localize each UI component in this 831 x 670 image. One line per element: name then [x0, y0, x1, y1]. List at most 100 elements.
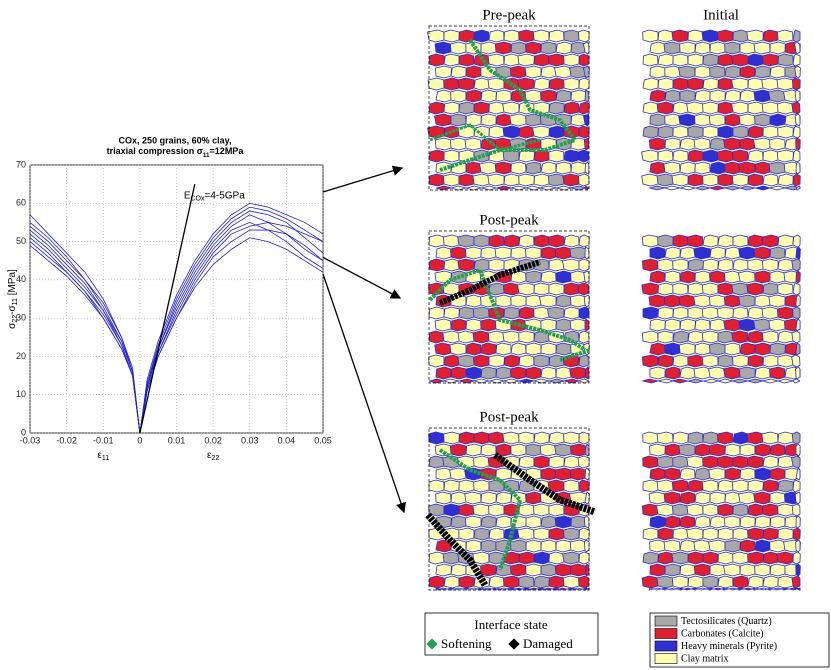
grain: [795, 467, 801, 481]
grain: [548, 258, 565, 272]
grain: [777, 125, 794, 139]
grain: [664, 270, 681, 284]
grain: [518, 455, 535, 469]
grain: [702, 431, 719, 445]
grain: [663, 161, 681, 175]
grain: [792, 551, 801, 565]
grain: [717, 378, 734, 384]
grain: [738, 294, 756, 308]
grain: [776, 77, 794, 91]
grain: [517, 53, 535, 67]
grain: [687, 330, 704, 344]
grain: [464, 491, 482, 505]
grain: [672, 234, 689, 248]
grain: [794, 491, 801, 505]
grain: [657, 29, 674, 43]
grain: [762, 455, 779, 469]
grain: [428, 575, 445, 589]
grain: [525, 539, 542, 553]
grain: [754, 294, 771, 308]
grain: [584, 491, 590, 505]
grain: [548, 77, 565, 91]
grain: [753, 41, 771, 55]
grain: [732, 503, 749, 517]
grain: [768, 89, 786, 103]
grain: [694, 467, 711, 481]
grain: [458, 527, 475, 541]
grain: [548, 575, 565, 589]
grain: [717, 503, 734, 517]
grain: [702, 551, 719, 565]
legend-label: Clay matrix: [681, 653, 729, 664]
grain: [747, 258, 764, 272]
grain: [487, 53, 505, 67]
grain: [642, 479, 659, 493]
grain: [428, 101, 445, 115]
grain: [708, 113, 726, 127]
grain: [539, 294, 557, 308]
grain: [450, 318, 467, 332]
grain: [762, 29, 779, 43]
grain: [693, 563, 711, 577]
grain: [548, 503, 565, 517]
grain: [533, 282, 550, 296]
grain: [761, 431, 779, 445]
grain: [525, 270, 542, 284]
grain: [488, 378, 505, 384]
grain: [473, 431, 490, 445]
grain: [518, 306, 535, 320]
grain: [533, 527, 550, 541]
grain: [584, 246, 590, 260]
grain: [428, 258, 445, 272]
grain: [473, 479, 490, 493]
grain: [494, 161, 512, 175]
grain: [769, 65, 786, 79]
grain: [465, 89, 482, 103]
grain: [488, 29, 505, 43]
grain: [657, 258, 674, 272]
grain: [563, 306, 580, 320]
grain: [795, 366, 801, 380]
grain: [768, 318, 786, 332]
grain: [578, 258, 590, 272]
grain: [649, 443, 666, 457]
grain: [656, 101, 674, 115]
grain: [762, 354, 779, 368]
grain: [649, 318, 666, 332]
text-part: ε: [97, 450, 102, 461]
grain: [656, 479, 674, 493]
grain: [768, 161, 786, 175]
grain: [569, 366, 587, 380]
grain: [641, 149, 659, 163]
grain: [776, 149, 794, 163]
grain: [518, 503, 535, 517]
grain: [795, 137, 801, 151]
grain: [525, 113, 542, 127]
grain: [702, 53, 719, 67]
grain: [716, 455, 734, 469]
grain: [533, 306, 550, 320]
grain: [480, 113, 497, 127]
grain: [717, 77, 734, 91]
grain: [656, 173, 674, 187]
grain: [502, 101, 520, 115]
stiffness-line: [139, 184, 196, 434]
text-part: -σ: [7, 305, 18, 315]
grain: [754, 161, 771, 175]
grain: [548, 29, 565, 43]
grain: [694, 515, 711, 529]
text-part: ε: [207, 450, 212, 461]
grain: [701, 29, 719, 43]
grain: [495, 294, 512, 308]
legend-label: Tectosilicates (Quartz): [681, 616, 772, 627]
grain: [746, 282, 764, 296]
grain: [687, 354, 704, 368]
interface-band: [559, 348, 591, 362]
grain: [510, 161, 527, 175]
grain: [584, 89, 590, 103]
grain: [548, 551, 565, 565]
grain: [761, 306, 779, 320]
grain: [428, 306, 445, 320]
grain: [465, 443, 482, 457]
grain: [747, 53, 764, 67]
